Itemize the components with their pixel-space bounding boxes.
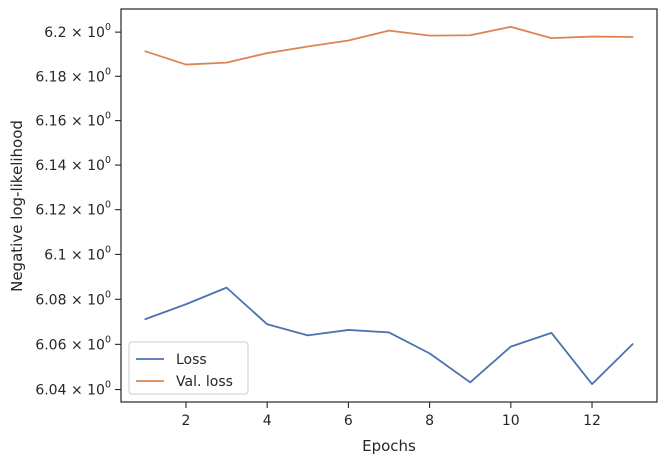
y-tick-exponent: 0 [105,200,111,211]
x-tick-label: 10 [502,413,520,429]
legend: Loss Val. loss [128,341,249,395]
y-axis-label: Negative log-likelihood [8,120,26,292]
y-tick-base: 6.14 × 10 [35,158,105,174]
x-axis-ticks: 2 4 6 8 10 12 [182,402,601,429]
y-tick-label: 6.04 × 100 [35,380,111,399]
plot-area [120,8,658,403]
x-tick-label: 12 [583,413,601,429]
y-tick-base: 6.1 × 10 [44,247,105,263]
y-tick-label: 6.18 × 100 [35,66,111,85]
y-tick-exponent: 0 [105,111,111,122]
y-tick-exponent: 0 [105,380,111,391]
y-tick-base: 6.18 × 10 [35,69,105,85]
y-tick-exponent: 0 [105,244,111,255]
y-tick-base: 6.2 × 10 [44,25,105,41]
legend-label: Loss [176,352,207,368]
x-tick-label: 4 [263,413,272,429]
y-tick-label: 6.12 × 100 [35,200,111,219]
y-tick-base: 6.12 × 10 [35,203,105,219]
x-tick-label: 8 [425,413,434,429]
y-tick-exponent: 0 [105,289,111,300]
y-tick-exponent: 0 [105,66,111,77]
y-tick-label: 6.14 × 100 [35,155,111,174]
series-line-loss [144,286,634,386]
legend-label: Val. loss [176,374,233,390]
y-tick-label: 6.2 × 100 [44,22,111,41]
y-tick-base: 6.08 × 10 [35,292,105,308]
series-line-val-loss [144,25,634,66]
y-tick-label: 6.1 × 100 [44,244,111,263]
y-tick-label: 6.08 × 100 [35,289,111,308]
y-tick-base: 6.16 × 10 [35,114,105,130]
y-tick-base: 6.06 × 10 [35,337,105,353]
y-tick-label: 6.06 × 100 [35,334,111,353]
x-tick-label: 6 [344,413,353,429]
y-tick-exponent: 0 [105,155,111,166]
y-tick-base: 6.04 × 10 [35,383,105,399]
series-lines [144,25,634,386]
y-tick-exponent: 0 [105,22,111,33]
y-tick-label: 6.16 × 100 [35,111,111,130]
x-tick-label: 2 [182,413,191,429]
y-tick-exponent: 0 [105,334,111,345]
x-axis-label: Epochs [362,437,416,455]
